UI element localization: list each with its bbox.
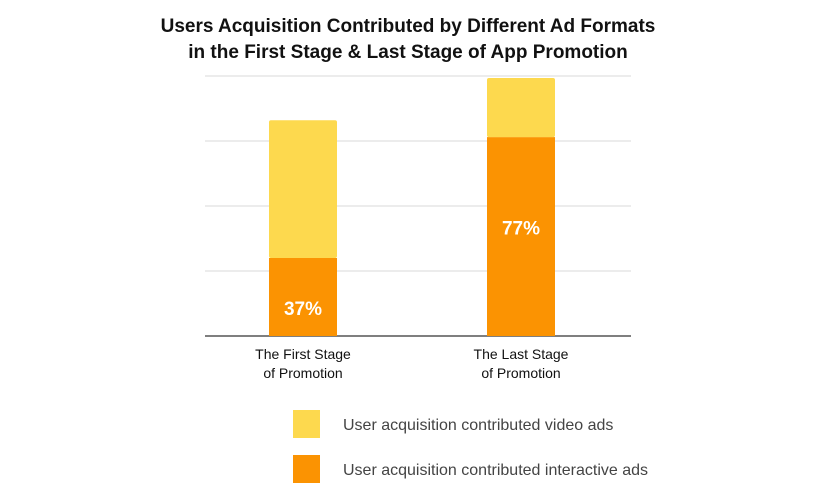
- bar-segment-interactive-0: [269, 258, 337, 336]
- data-label: 37%: [284, 299, 322, 320]
- legend-swatch: [293, 455, 320, 483]
- x-tick-label: of Promotion: [481, 365, 560, 381]
- legend-label: User acquisition contributed video ads: [343, 417, 613, 434]
- legend-swatch: [293, 410, 320, 438]
- bar-segment-video-0: [269, 120, 337, 258]
- x-tick-label: The First Stage: [255, 346, 351, 362]
- data-label: 77%: [502, 219, 540, 240]
- bar-segment-interactive-1: [487, 137, 555, 336]
- chart-title-line-1: Users Acquisition Contributed by Differe…: [161, 16, 656, 37]
- x-tick-label: of Promotion: [263, 365, 342, 381]
- legend-label: User acquisition contributed interactive…: [343, 462, 648, 479]
- chart-title-line-2: in the First Stage & Last Stage of App P…: [188, 42, 628, 63]
- x-tick-label: The Last Stage: [474, 346, 569, 362]
- bar-segment-video-1: [487, 77, 555, 138]
